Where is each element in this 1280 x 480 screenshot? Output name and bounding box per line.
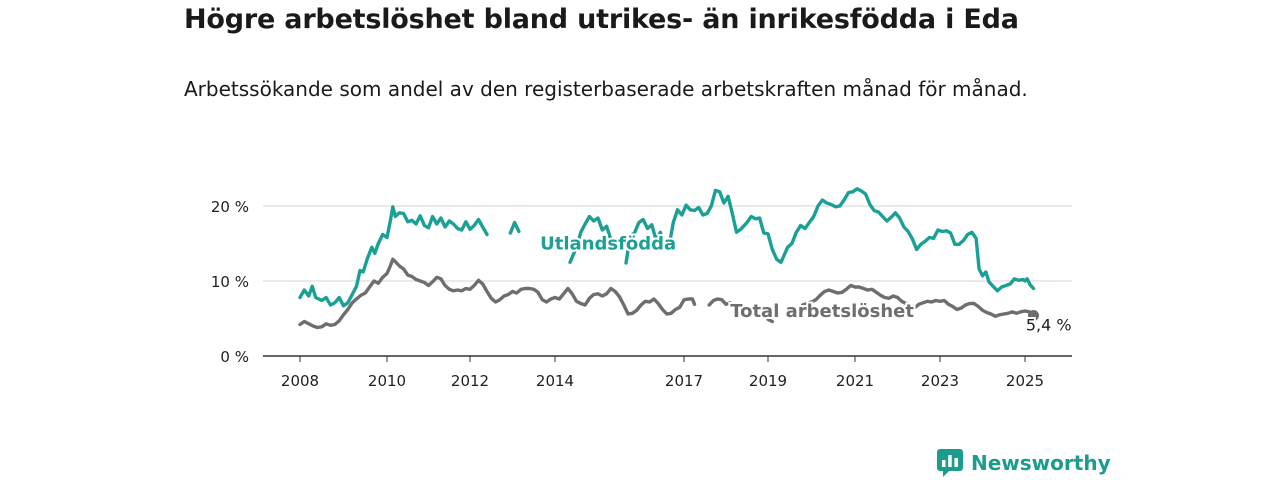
series-label-1: Total arbetslöshet: [730, 301, 914, 322]
end-point-marker: [1028, 310, 1039, 321]
x-tick-label: 2023: [921, 372, 959, 390]
brand-name: Newsworthy: [971, 451, 1111, 475]
newsworthy-brand[interactable]: Newsworthy: [937, 449, 1111, 477]
x-tick-label: 2014: [536, 372, 574, 390]
x-axis: 2008 2010 2012 2014 2017 2019 2021 2023 2025: [263, 355, 1072, 390]
series-line-0: [298, 187, 1036, 308]
x-tick-label: 2008: [281, 372, 319, 390]
end-value-label: 5,4 %: [1026, 316, 1072, 335]
gridlines: [263, 205, 1072, 282]
x-tick-label: 2017: [665, 372, 703, 390]
y-tick-label: 20 %: [211, 198, 249, 216]
x-tick-label: 2012: [451, 372, 489, 390]
x-tick-label: 2010: [368, 372, 406, 390]
y-axis-ticks: 0 % 10 % 20 %: [211, 198, 249, 366]
series-labels: Utlandsfödda Total arbetslöshet 5,4 %: [538, 232, 1073, 337]
y-tick-label: 10 %: [211, 273, 249, 291]
x-tick-label: 2021: [836, 372, 874, 390]
series-lines: [298, 187, 1039, 330]
series-label-0: Utlandsfödda: [540, 234, 676, 255]
chart-subtitle: Arbetssökande som andel av den registerb…: [184, 77, 1028, 101]
x-tick-label: 2025: [1006, 372, 1044, 390]
x-tick-label: 2019: [749, 372, 787, 390]
series-line-1: [298, 257, 1036, 330]
y-tick-label: 0 %: [220, 348, 249, 366]
chart-title: Högre arbetslöshet bland utrikes- än inr…: [184, 4, 1019, 35]
newsworthy-logo-icon: [937, 449, 963, 477]
